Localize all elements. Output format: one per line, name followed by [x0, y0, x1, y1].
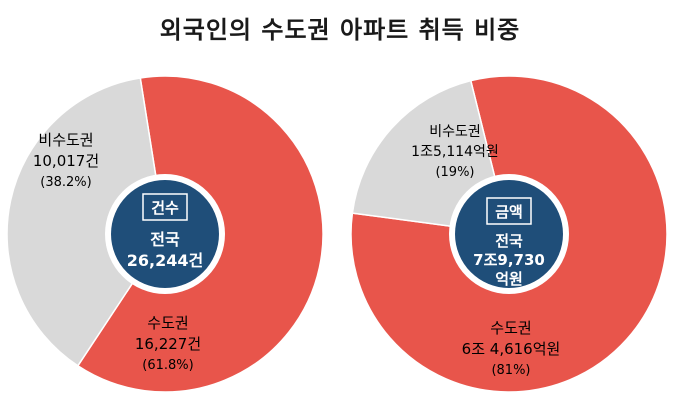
badge-label: 건수 [151, 199, 179, 217]
center-line: 전국 [150, 230, 180, 249]
slice-pct-label: (81%) [491, 363, 530, 378]
center-line: 7조9,730 [473, 251, 545, 269]
center-line: 26,244건 [127, 251, 203, 270]
slice-name-label: 수도권 [147, 314, 188, 332]
slice-pct-label: (19%) [435, 165, 474, 180]
badge-label: 금액 [495, 203, 523, 221]
chart-title: 외국인의 수도권 아파트 취득 비중 [159, 16, 521, 44]
center-disc [455, 180, 563, 288]
pie-slice-noncapital [6, 77, 166, 367]
slice-amount-label: 16,227건 [135, 335, 201, 353]
slice-amount-label: 6조 4,616억원 [462, 340, 561, 358]
slice-name-label: 비수도권 [429, 124, 481, 140]
center-disc [111, 180, 219, 288]
slice-amount-label: 10,017건 [33, 152, 99, 170]
badge-box [486, 197, 532, 225]
center-line: 억원 [495, 270, 523, 288]
slice-name-label: 수도권 [490, 319, 531, 337]
slice-name-label: 비수도권 [38, 131, 93, 149]
slice-pct-label: (38.2%) [40, 175, 91, 190]
slice-amount-label: 1조5,114억원 [411, 144, 499, 160]
slice-pct-label: (61.8%) [142, 358, 193, 373]
center-line: 전국 [495, 232, 523, 250]
badge-box [142, 193, 188, 221]
